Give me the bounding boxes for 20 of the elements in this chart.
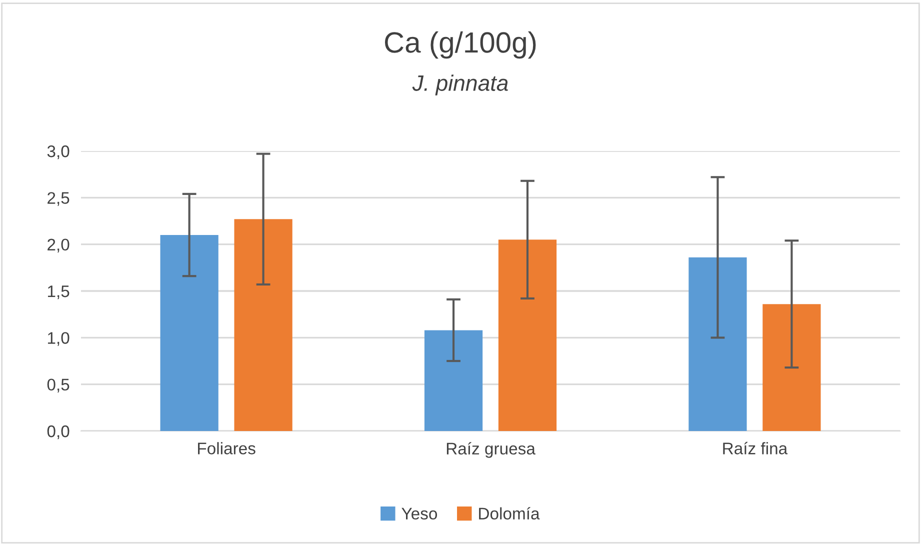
- legend-label: Dolomía: [479, 507, 540, 520]
- bar: [160, 235, 218, 431]
- x-tick-label: Raíz gruesa: [446, 442, 536, 458]
- y-tick-label: 0,0: [47, 425, 70, 440]
- legend-label: Yeso: [402, 508, 438, 520]
- chart-subtitle: J. pinnata: [412, 74, 508, 96]
- bar: [762, 304, 821, 431]
- x-tick-label: Foliares: [198, 442, 256, 454]
- bar: [424, 330, 483, 431]
- y-tick-label: 0,5: [47, 378, 70, 393]
- bar: [234, 219, 292, 431]
- y-tick-label: 3,0: [47, 145, 70, 160]
- y-tick-label: 1,0: [48, 332, 70, 346]
- bar: [688, 257, 747, 431]
- y-tick-label: 2,0: [48, 238, 70, 253]
- y-tick-label: 2,5: [48, 192, 70, 206]
- bar: [498, 240, 557, 431]
- y-tick-label: 1,5: [48, 286, 70, 300]
- chart-title: Ca (g/100g): [384, 31, 536, 59]
- x-tick-label: Raíz fina: [723, 442, 788, 454]
